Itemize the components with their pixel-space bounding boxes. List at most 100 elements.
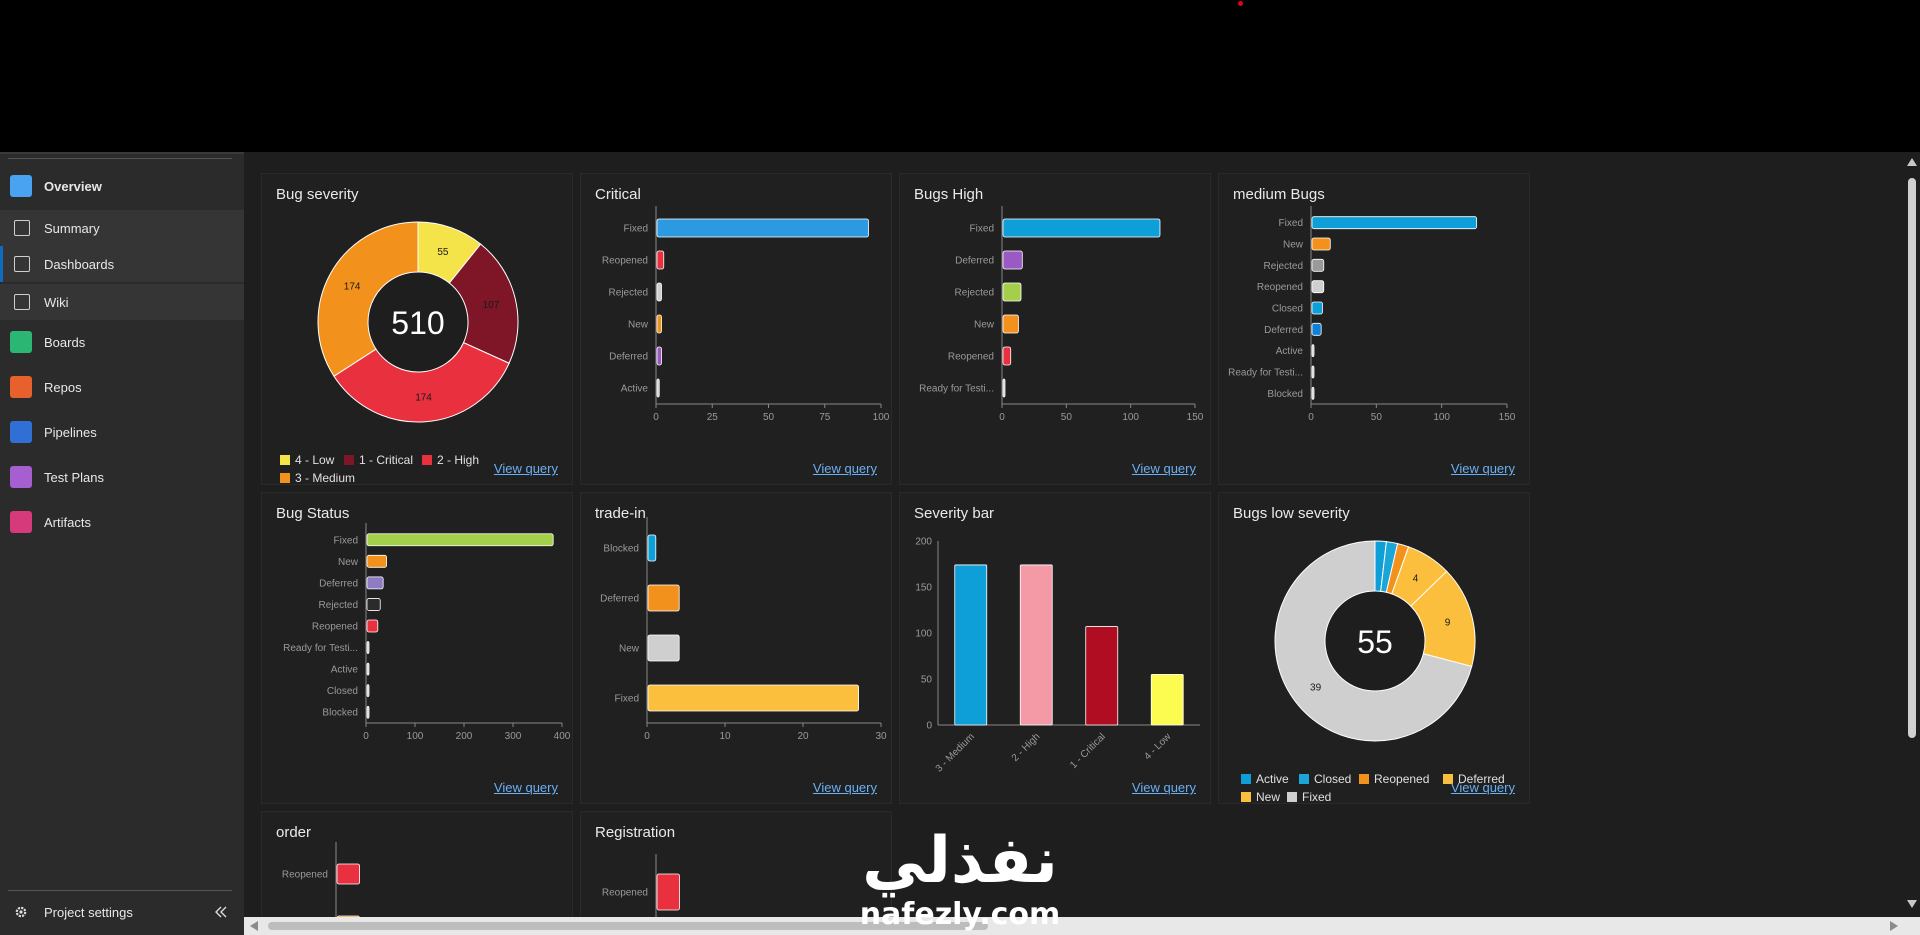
gear-icon xyxy=(15,906,27,918)
bar xyxy=(656,250,665,270)
widget-title: Bugs High xyxy=(914,186,984,203)
bar xyxy=(1311,365,1315,379)
chart-severity-bar: 0 50 100 150 200 3 - Medium 2 - High 1 - Critic… xyxy=(915,537,1200,774)
view-query-link[interactable]: View query xyxy=(812,780,877,795)
widget-critical[interactable]: Critical 0 25 50 75 100 Fixed Reopened Rejected N… xyxy=(580,173,892,485)
tick-label: 100 xyxy=(873,412,890,423)
bar xyxy=(647,584,680,612)
category-label: 3 - Medium xyxy=(934,731,977,774)
sidebar-item-artifacts[interactable]: Artifacts xyxy=(0,504,244,540)
view-query-link[interactable]: View query xyxy=(493,461,558,476)
scroll-left-icon[interactable] xyxy=(250,921,258,931)
view-query-link[interactable]: View query xyxy=(493,780,558,795)
scroll-down-icon[interactable] xyxy=(1907,900,1917,908)
category-label: Blocked xyxy=(1267,389,1303,400)
category-label: Blocked xyxy=(603,544,639,555)
chart-bug-status: 0 100 200 300 400 Fixed New Deferred Rejected Reo… xyxy=(283,523,571,742)
category-label: Deferred xyxy=(319,578,358,589)
pipelines-icon xyxy=(10,421,32,443)
widget-title: Critical xyxy=(595,186,641,203)
scroll-right-icon[interactable] xyxy=(1890,921,1898,931)
scroll-up-icon[interactable] xyxy=(1907,158,1917,166)
bar xyxy=(1002,250,1023,270)
sidebar-item-label: Repos xyxy=(44,379,82,395)
tick-label: 150 xyxy=(915,583,932,594)
bar xyxy=(647,534,657,562)
bar xyxy=(1002,378,1006,398)
sidebar-item-label: Summary xyxy=(44,220,100,236)
widget-severity-bar[interactable]: Severity bar 0 50 100 150 200 3 - Medium 2 - Hi… xyxy=(899,492,1211,804)
sidebar-item-pipelines[interactable]: Pipelines xyxy=(0,414,244,450)
tick-label: 10 xyxy=(719,731,731,742)
sidebar-item-boards[interactable]: Boards xyxy=(0,324,244,360)
category-label: Fixed xyxy=(334,535,358,546)
widget-medium-bugs[interactable]: medium Bugs 0 50 100 150 Fixed New Rejected Reop… xyxy=(1218,173,1530,485)
category-label: Rejected xyxy=(955,288,994,299)
sidebar-item-wiki[interactable]: Wiki xyxy=(0,284,244,320)
bar xyxy=(656,378,660,398)
tick-label: 30 xyxy=(875,731,887,742)
widget-bugs-low[interactable]: Bugs low severity 4 9 39 55 Active Closed Reope… xyxy=(1218,492,1530,804)
widget-title: Bugs low severity xyxy=(1233,505,1350,522)
bar xyxy=(1002,218,1161,238)
bar xyxy=(1311,301,1323,315)
vertical-scrollbar[interactable] xyxy=(1904,152,1920,917)
category-label: New xyxy=(974,320,995,331)
slice-label: 39 xyxy=(1310,682,1322,693)
widget-trade-in[interactable]: trade-in 0 10 20 30 Blocked Deferred New Fixed Vi… xyxy=(580,492,892,804)
category-label: Fixed xyxy=(615,694,639,705)
horizontal-scroll-thumb[interactable] xyxy=(268,922,988,930)
tick-label: 50 xyxy=(1061,412,1073,423)
cursor-dot xyxy=(1238,1,1243,6)
bar xyxy=(1311,280,1325,294)
widget-bug-severity[interactable]: Bug severity 55 107 174 174 510 4 - Low 1 - Cri… xyxy=(261,173,573,485)
slice-label: 4 xyxy=(1413,573,1419,584)
artifacts-icon xyxy=(10,511,32,533)
sidebar-item-test-plans[interactable]: Test Plans xyxy=(0,459,244,495)
view-query-link[interactable]: View query xyxy=(1450,461,1515,476)
legend-entry: Closed xyxy=(1314,772,1351,786)
slice-label: 174 xyxy=(415,392,432,403)
widget-bugs-high[interactable]: Bugs High 0 50 100 150 Fixed Deferred Rejected N… xyxy=(899,173,1211,485)
bar xyxy=(1002,346,1012,366)
widget-title: Registration xyxy=(595,824,676,841)
bar xyxy=(1002,314,1019,334)
chart-order: Reopened xyxy=(282,842,361,917)
project-settings-button[interactable]: Project settings xyxy=(0,894,244,930)
vertical-scroll-thumb[interactable] xyxy=(1908,178,1916,738)
sidebar-item-dashboards[interactable]: Dashboards xyxy=(0,246,244,282)
category-label: Ready for Testi... xyxy=(283,643,358,654)
bar xyxy=(1311,386,1315,400)
sidebar-item-repos[interactable]: Repos xyxy=(0,369,244,405)
category-label: Rejected xyxy=(319,600,358,611)
bar xyxy=(656,218,869,238)
view-query-link[interactable]: View query xyxy=(1131,461,1196,476)
watermark-logo: نفذلي nafezly.com xyxy=(860,824,1061,932)
widget-bug-status[interactable]: Bug Status 0 100 200 300 400 Fixed New Deferred R… xyxy=(261,492,573,804)
tick-label: 75 xyxy=(819,412,831,423)
sidebar-item-summary[interactable]: Summary xyxy=(0,210,244,246)
view-query-link[interactable]: View query xyxy=(1450,780,1515,795)
sidebar-item-label: Artifacts xyxy=(44,514,91,530)
widget-order[interactable]: order Reopened xyxy=(261,811,573,917)
test-plans-icon xyxy=(10,466,32,488)
pie-slice xyxy=(333,341,510,423)
dashboards-icon xyxy=(14,256,30,272)
legend-entry: Active xyxy=(1256,772,1289,786)
bar xyxy=(366,619,379,633)
horizontal-scrollbar[interactable] xyxy=(244,917,1920,935)
category-label: Reopened xyxy=(1257,282,1303,293)
tick-label: 100 xyxy=(1433,412,1450,423)
widget-title: Bug Status xyxy=(276,505,350,522)
sidebar-item-overview[interactable]: Overview xyxy=(0,168,244,204)
category-label: New xyxy=(1283,240,1304,251)
category-label: Deferred xyxy=(1264,325,1303,336)
wiki-icon xyxy=(14,294,30,310)
bar xyxy=(1002,282,1022,302)
view-query-link[interactable]: View query xyxy=(812,461,877,476)
view-query-link[interactable]: View query xyxy=(1131,780,1196,795)
double-chevron-left-icon[interactable] xyxy=(214,906,228,918)
widget-registration[interactable]: Registration Reopened xyxy=(580,811,892,917)
tick-label: 150 xyxy=(1499,412,1516,423)
tick-label: 300 xyxy=(505,731,522,742)
